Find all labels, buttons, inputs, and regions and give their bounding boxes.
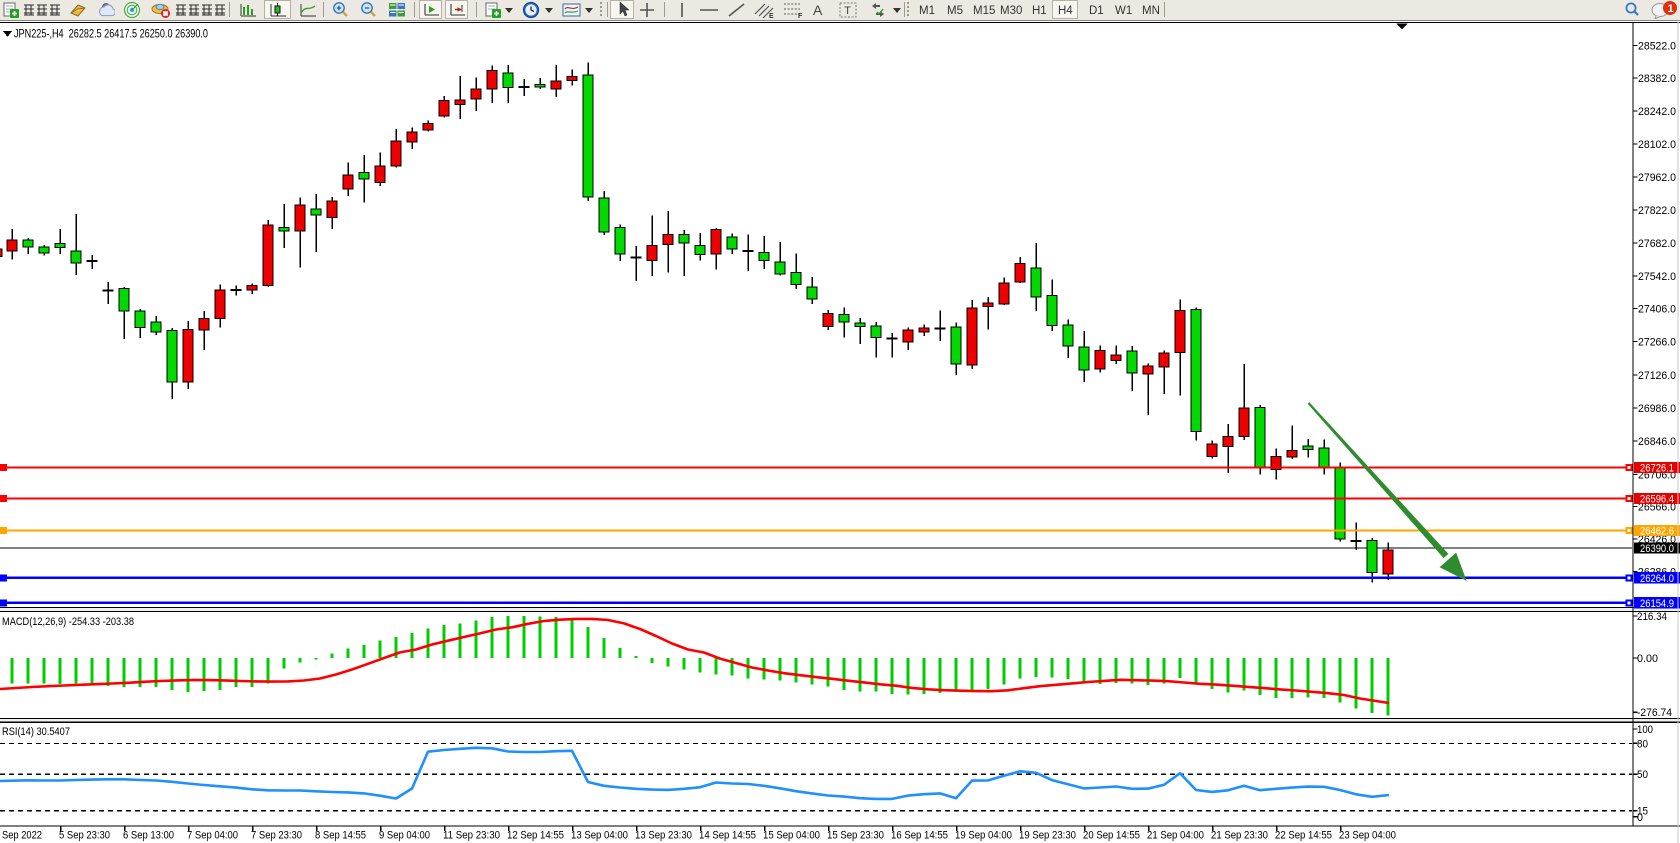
svg-text:11 Sep 23:30: 11 Sep 23:30 — [443, 830, 500, 842]
svg-text:28382.0: 28382.0 — [1638, 73, 1676, 85]
svg-text:9 Sep 04:00: 9 Sep 04:00 — [379, 830, 430, 842]
svg-text:27542.0: 27542.0 — [1638, 271, 1676, 283]
svg-text:13 Sep 23:30: 13 Sep 23:30 — [635, 830, 692, 842]
svg-text:22 Sep 14:55: 22 Sep 14:55 — [1275, 830, 1332, 842]
svg-text:21 Sep 04:00: 21 Sep 04:00 — [1147, 830, 1204, 842]
svg-text:MACD(12,26,9) -254.33 -203.38: MACD(12,26,9) -254.33 -203.38 — [2, 616, 134, 628]
svg-text:RSI(14) 30.5407: RSI(14) 30.5407 — [2, 726, 70, 738]
svg-text:27822.0: 27822.0 — [1638, 205, 1676, 217]
svg-text:F: F — [798, 13, 803, 19]
svg-text:7 Sep 04:00: 7 Sep 04:00 — [187, 830, 238, 842]
svg-text:0: 0 — [1637, 812, 1643, 824]
svg-text:E: E — [769, 13, 774, 19]
svg-text:26566.0: 26566.0 — [1638, 502, 1676, 514]
svg-text:6 Sep 13:00: 6 Sep 13:00 — [123, 830, 174, 842]
svg-text:8 Sep 14:55: 8 Sep 14:55 — [315, 830, 366, 842]
svg-text:21 Sep 23:30: 21 Sep 23:30 — [1211, 830, 1268, 842]
svg-text:28242.0: 28242.0 — [1638, 106, 1676, 118]
svg-text:T: T — [844, 5, 851, 17]
svg-text:27266.0: 27266.0 — [1638, 337, 1676, 349]
svg-text:Sep 2022: Sep 2022 — [2, 830, 42, 842]
svg-text:26726.1: 26726.1 — [1640, 463, 1674, 475]
svg-text:1: 1 — [1668, 3, 1674, 15]
svg-text:13 Sep 04:00: 13 Sep 04:00 — [571, 830, 628, 842]
svg-text:-276.74: -276.74 — [1637, 707, 1672, 719]
svg-text:15: 15 — [1637, 806, 1648, 818]
svg-text:JPN225-,H4 26282.5 26417.5 26: JPN225-,H4 26282.5 26417.5 26250.0 26390… — [14, 27, 208, 41]
svg-text:26596.4: 26596.4 — [1640, 494, 1674, 506]
svg-text:28522.0: 28522.0 — [1638, 41, 1676, 53]
svg-text:80: 80 — [1637, 738, 1648, 750]
svg-text:26390.0: 26390.0 — [1640, 543, 1674, 555]
svg-text:27126.0: 27126.0 — [1638, 370, 1676, 382]
svg-text:0.00: 0.00 — [1637, 653, 1658, 665]
svg-text:12 Sep 14:55: 12 Sep 14:55 — [507, 830, 564, 842]
svg-text:19 Sep 04:00: 19 Sep 04:00 — [955, 830, 1012, 842]
svg-text:26846.0: 26846.0 — [1638, 436, 1676, 448]
svg-text:50: 50 — [1637, 769, 1648, 781]
svg-text:100: 100 — [1637, 724, 1653, 736]
svg-text:216.34: 216.34 — [1637, 611, 1667, 623]
svg-text:19 Sep 23:30: 19 Sep 23:30 — [1019, 830, 1076, 842]
svg-text:15 Sep 23:30: 15 Sep 23:30 — [827, 830, 884, 842]
svg-text:26264.0: 26264.0 — [1640, 573, 1674, 585]
svg-text:23 Sep 04:00: 23 Sep 04:00 — [1339, 830, 1396, 842]
svg-text:16 Sep 14:55: 16 Sep 14:55 — [891, 830, 948, 842]
svg-text:7 Sep 23:30: 7 Sep 23:30 — [251, 830, 302, 842]
svg-text:26986.0: 26986.0 — [1638, 403, 1676, 415]
svg-text:5 Sep 23:30: 5 Sep 23:30 — [59, 830, 110, 842]
svg-text:14 Sep 14:55: 14 Sep 14:55 — [699, 830, 756, 842]
svg-text:26154.9: 26154.9 — [1640, 598, 1674, 610]
svg-text:27682.0: 27682.0 — [1638, 238, 1676, 250]
svg-text:20 Sep 14:55: 20 Sep 14:55 — [1083, 830, 1140, 842]
svg-text:28102.0: 28102.0 — [1638, 139, 1676, 151]
svg-text:27962.0: 27962.0 — [1638, 172, 1676, 184]
svg-text:27406.0: 27406.0 — [1638, 304, 1676, 316]
svg-text:26462.6: 26462.6 — [1640, 526, 1674, 538]
svg-text:15 Sep 04:00: 15 Sep 04:00 — [763, 830, 820, 842]
